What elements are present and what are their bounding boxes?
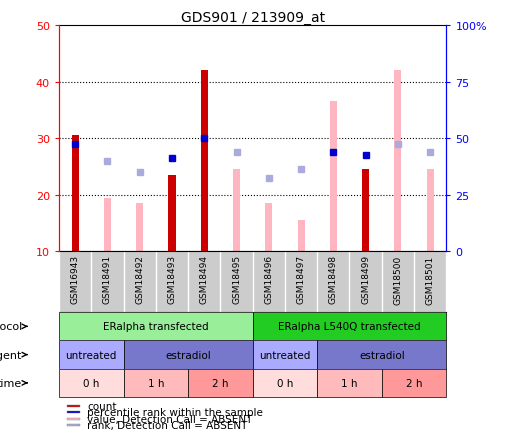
Bar bbox=[67, 424, 80, 427]
Bar bbox=[252, 312, 446, 341]
Text: 0 h: 0 h bbox=[277, 378, 293, 388]
Text: estradiol: estradiol bbox=[359, 350, 405, 360]
Bar bbox=[59, 312, 252, 341]
Text: time: time bbox=[0, 378, 22, 388]
Bar bbox=[298, 220, 305, 252]
Bar bbox=[233, 170, 240, 252]
Bar bbox=[265, 204, 272, 252]
Bar bbox=[362, 170, 369, 252]
Text: 2 h: 2 h bbox=[406, 378, 422, 388]
Text: 1 h: 1 h bbox=[341, 378, 358, 388]
Bar bbox=[136, 204, 143, 252]
Bar bbox=[59, 369, 124, 397]
Text: GSM18492: GSM18492 bbox=[135, 255, 144, 304]
Text: 0 h: 0 h bbox=[83, 378, 100, 388]
Text: GSM16943: GSM16943 bbox=[71, 255, 80, 304]
Bar bbox=[317, 369, 382, 397]
Bar bbox=[201, 71, 208, 252]
Bar bbox=[67, 411, 80, 413]
Text: count: count bbox=[87, 401, 117, 411]
Bar bbox=[124, 341, 252, 369]
Bar bbox=[124, 369, 188, 397]
Text: 1 h: 1 h bbox=[148, 378, 164, 388]
Text: protocol: protocol bbox=[0, 322, 22, 332]
Text: untreated: untreated bbox=[259, 350, 310, 360]
Bar bbox=[168, 175, 175, 252]
Text: percentile rank within the sample: percentile rank within the sample bbox=[87, 407, 263, 417]
Text: GSM18497: GSM18497 bbox=[297, 255, 306, 304]
Text: agent: agent bbox=[0, 350, 22, 360]
Text: value, Detection Call = ABSENT: value, Detection Call = ABSENT bbox=[87, 414, 252, 424]
Text: ERalpha L540Q transfected: ERalpha L540Q transfected bbox=[278, 322, 421, 332]
Bar bbox=[67, 418, 80, 420]
Bar bbox=[104, 198, 111, 252]
Text: GSM18501: GSM18501 bbox=[426, 255, 435, 304]
Bar bbox=[394, 71, 402, 252]
Text: 2 h: 2 h bbox=[212, 378, 229, 388]
Text: rank, Detection Call = ABSENT: rank, Detection Call = ABSENT bbox=[87, 421, 248, 431]
Title: GDS901 / 213909_at: GDS901 / 213909_at bbox=[181, 11, 325, 25]
Bar bbox=[72, 136, 78, 252]
Text: untreated: untreated bbox=[66, 350, 117, 360]
Bar bbox=[330, 102, 337, 252]
Bar bbox=[427, 170, 433, 252]
Bar bbox=[67, 404, 80, 407]
Text: GSM18498: GSM18498 bbox=[329, 255, 338, 304]
Bar bbox=[59, 341, 124, 369]
Text: GSM18495: GSM18495 bbox=[232, 255, 241, 304]
Text: ERalpha transfected: ERalpha transfected bbox=[103, 322, 209, 332]
Text: GSM18493: GSM18493 bbox=[167, 255, 176, 304]
Text: GSM18491: GSM18491 bbox=[103, 255, 112, 304]
Bar bbox=[252, 369, 317, 397]
Text: GSM18499: GSM18499 bbox=[361, 255, 370, 304]
Bar bbox=[188, 369, 252, 397]
Text: GSM18494: GSM18494 bbox=[200, 255, 209, 304]
Text: estradiol: estradiol bbox=[165, 350, 211, 360]
Bar bbox=[317, 341, 446, 369]
Bar bbox=[382, 369, 446, 397]
Text: GSM18500: GSM18500 bbox=[393, 255, 402, 304]
Text: GSM18496: GSM18496 bbox=[264, 255, 273, 304]
Bar bbox=[252, 341, 317, 369]
